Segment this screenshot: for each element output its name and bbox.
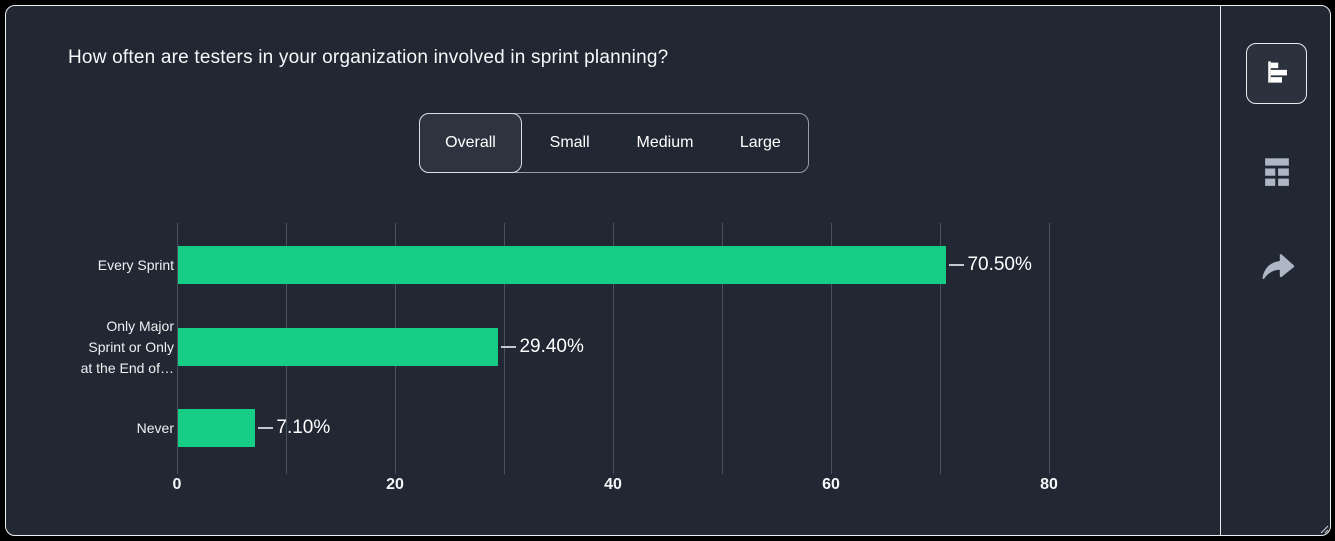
value-label: 29.40% xyxy=(519,336,584,357)
tab-small[interactable]: Small xyxy=(549,134,590,151)
category-label: Every Sprint xyxy=(97,256,174,273)
x-tick-label: 0 xyxy=(172,476,182,493)
tab-large[interactable]: Large xyxy=(739,134,781,151)
toolbar-divider xyxy=(1220,6,1221,535)
chart-view-button[interactable] xyxy=(1246,43,1307,104)
value-connector xyxy=(501,346,517,348)
tab-medium[interactable]: Medium xyxy=(636,134,694,151)
gridline xyxy=(177,223,178,474)
x-tick-label: 40 xyxy=(604,476,622,493)
bar-1[interactable] xyxy=(178,328,499,366)
gridline xyxy=(1049,223,1050,474)
bar-0[interactable] xyxy=(178,246,947,284)
tab-overall[interactable]: Overall xyxy=(419,113,522,173)
x-tick-label: 80 xyxy=(1040,476,1058,493)
bar-2[interactable] xyxy=(178,409,256,447)
share-icon xyxy=(1256,246,1298,291)
page-title: How often are testers in your organizati… xyxy=(68,47,669,68)
category-label: Only Major Sprint or Only at the End of… xyxy=(80,317,174,376)
gridline xyxy=(831,223,832,474)
table-icon xyxy=(1257,152,1297,193)
bar-chart: Every Sprint 70.50% Only Major Sprint or O… xyxy=(6,6,1219,535)
right-toolbar xyxy=(1220,6,1331,535)
share-button[interactable] xyxy=(1256,247,1298,289)
gridline xyxy=(940,223,941,474)
category-label: Never xyxy=(136,419,174,436)
x-tick-label: 20 xyxy=(386,476,404,493)
bar-chart-icon xyxy=(1262,57,1292,90)
resize-grip[interactable] xyxy=(1320,525,1329,534)
table-view-button[interactable] xyxy=(1256,152,1298,192)
value-label: 7.10% xyxy=(276,417,331,438)
x-tick-label: 60 xyxy=(822,476,840,493)
survey-chart-panel: How often are testers in your organizati… xyxy=(5,5,1331,536)
gridline xyxy=(613,223,614,474)
value-connector xyxy=(949,264,965,266)
size-filter-tab-group: Overall Small Medium Large xyxy=(419,113,809,173)
value-connector xyxy=(258,427,274,429)
value-label: 70.50% xyxy=(967,254,1032,275)
gridline xyxy=(504,223,505,474)
gridline xyxy=(722,223,723,474)
